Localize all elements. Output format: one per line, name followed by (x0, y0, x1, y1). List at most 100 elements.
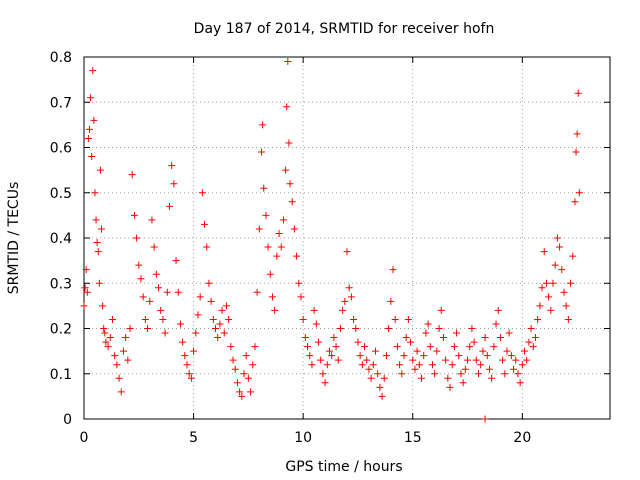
data-point (271, 306, 279, 314)
data-point (540, 248, 548, 256)
data-point (84, 134, 92, 142)
data-point (553, 234, 561, 242)
data-point (387, 297, 395, 305)
data-point (163, 288, 171, 296)
data-point (203, 243, 211, 251)
data-point (102, 338, 110, 346)
data-point (111, 352, 119, 360)
data-point (179, 338, 187, 346)
data-point (233, 379, 241, 387)
data-point (468, 325, 476, 332)
data-point (369, 361, 377, 369)
data-point (165, 202, 173, 210)
data-point (90, 116, 98, 124)
data-point (499, 356, 507, 364)
data-point (100, 325, 108, 332)
data-point (516, 379, 524, 387)
data-point (435, 325, 443, 332)
data-point (507, 352, 515, 360)
data-point (146, 297, 154, 305)
data-point (104, 343, 112, 351)
data-point (527, 325, 535, 332)
data-point (196, 293, 204, 301)
data-point (216, 320, 224, 328)
data-point (402, 334, 410, 342)
data-point (284, 58, 292, 66)
data-point (209, 315, 217, 323)
data-point (81, 284, 89, 292)
data-point (367, 374, 375, 382)
data-point (139, 293, 147, 301)
data-point (545, 293, 553, 301)
data-point (282, 166, 290, 174)
data-point (82, 266, 90, 274)
y-axis-label: SRMTID / TECUs (6, 182, 22, 295)
data-point (99, 302, 107, 310)
data-point (518, 361, 526, 369)
data-point (236, 388, 244, 396)
axis-ticks: 0 0.1 0.2 0.3 0.4 0.5 0.6 0.7 0.8 0 5 10 15 20 (50, 50, 610, 446)
data-point (194, 311, 202, 319)
data-point (251, 343, 259, 351)
data-point (330, 334, 338, 342)
data-point (201, 220, 209, 228)
data-point (481, 334, 489, 342)
data-point (214, 334, 222, 342)
data-point (512, 356, 520, 364)
data-point (124, 356, 132, 364)
data-point (115, 374, 123, 382)
data-point (273, 252, 281, 260)
data-point (404, 315, 412, 323)
data-point (238, 392, 246, 400)
data-point (205, 279, 213, 287)
data-point (262, 211, 270, 219)
data-point (475, 370, 482, 378)
x-tick-label: 20 (513, 430, 531, 446)
data-point (161, 329, 169, 337)
data-point (277, 243, 285, 251)
x-tick-label: 0 (80, 430, 89, 446)
data-point (325, 347, 333, 355)
data-point (85, 125, 93, 133)
y-tick-label: 0.1 (50, 367, 72, 383)
data-point (244, 374, 252, 382)
x-tick-label: 15 (404, 430, 422, 446)
data-point (310, 306, 318, 314)
data-point (266, 270, 274, 278)
data-point (575, 189, 583, 197)
data-point (185, 370, 193, 378)
data-point (306, 352, 314, 360)
data-point (83, 288, 91, 296)
data-point (150, 243, 158, 251)
data-point (420, 352, 428, 360)
data-point (551, 261, 559, 269)
data-point (542, 279, 550, 287)
data-point (157, 306, 165, 314)
data-point (229, 356, 237, 364)
data-point (275, 229, 283, 237)
data-point (323, 361, 331, 369)
data-point (290, 225, 298, 233)
data-point (159, 315, 167, 323)
data-point (560, 288, 568, 296)
data-point (536, 302, 544, 310)
data-point (190, 347, 198, 355)
data-point (446, 383, 454, 391)
data-point (343, 248, 351, 256)
data-point (358, 361, 366, 369)
data-point (573, 130, 581, 138)
y-tick-label: 0.4 (50, 231, 72, 247)
data-point (181, 352, 189, 360)
data-point (135, 261, 143, 269)
data-point (95, 279, 103, 287)
data-point (339, 306, 347, 314)
data-point (334, 356, 342, 364)
data-point (422, 329, 430, 337)
data-point (126, 325, 134, 332)
data-point (352, 325, 360, 332)
data-point (96, 166, 104, 174)
data-point (494, 306, 502, 314)
data-point (240, 370, 248, 378)
data-point (176, 320, 184, 328)
data-point (332, 343, 340, 351)
